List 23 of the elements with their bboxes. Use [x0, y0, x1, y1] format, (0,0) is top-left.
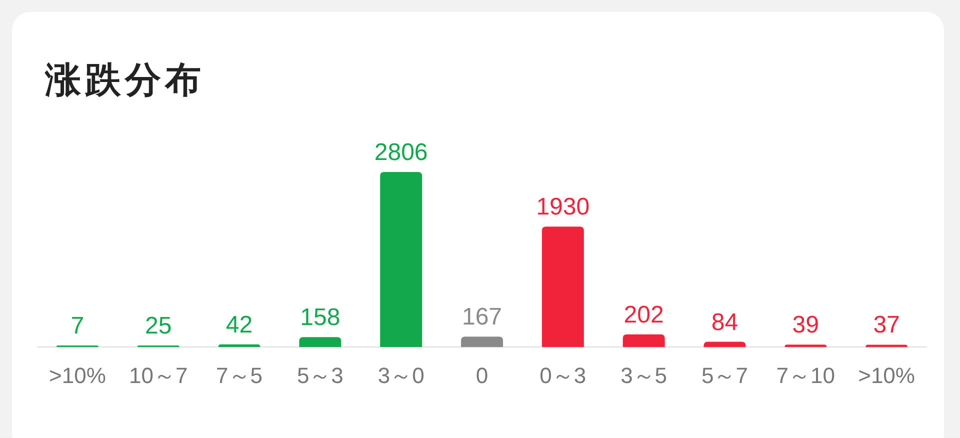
- data-label: 84: [711, 308, 738, 336]
- x-tick-label: 10～7: [129, 363, 188, 388]
- x-tick-label: 0: [476, 363, 488, 388]
- x-tick-label: >10%: [49, 363, 106, 388]
- chart-title: 涨跌分布: [44, 59, 205, 100]
- x-tick-label: 5～3: [296, 363, 344, 388]
- x-tick-label: 5～7: [701, 363, 748, 388]
- data-label: 202: [624, 301, 664, 328]
- x-tick-label: 3～0: [378, 363, 424, 388]
- x-tick-label: 0～3: [540, 363, 586, 388]
- data-label: 2806: [374, 139, 428, 166]
- data-label: 167: [462, 304, 502, 331]
- data-label: 1930: [536, 194, 590, 221]
- x-tick-label: >10%: [858, 363, 915, 388]
- data-label: 37: [873, 312, 900, 339]
- data-label: 25: [145, 312, 172, 340]
- data-label: 39: [792, 312, 819, 339]
- data-label: 42: [226, 311, 253, 338]
- x-tick-label: 7～5: [216, 363, 263, 388]
- data-label: 158: [300, 304, 340, 332]
- x-tick-label: 3～5: [620, 363, 668, 388]
- data-label: 7: [70, 312, 84, 340]
- x-tick-label: 7～10: [776, 363, 835, 388]
